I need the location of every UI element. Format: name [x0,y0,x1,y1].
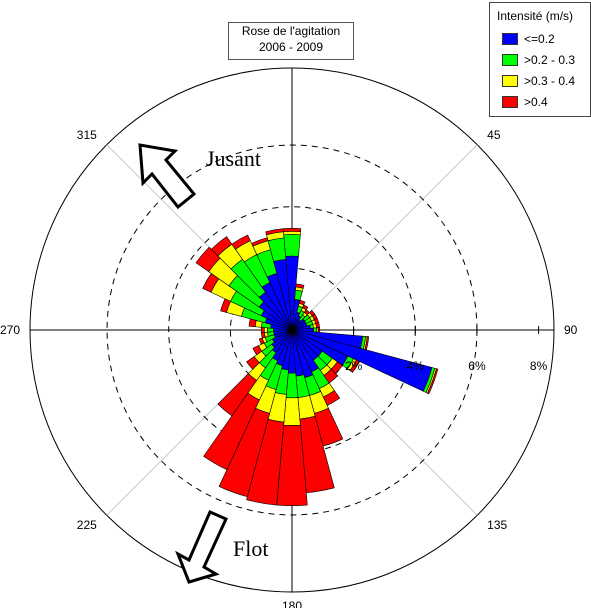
rose-bar-segment [313,327,317,333]
rose-bar-segment [302,304,309,311]
direction-label: 225 [77,518,97,532]
rose-bar-segment [260,332,266,339]
rose-bar-segment [217,373,258,417]
legend-swatch [502,96,518,108]
chart-title: Rose de l'agitation [241,24,341,38]
direction-label: 45 [487,128,501,142]
rose-bar-segment [349,359,360,373]
legend-swatch [502,33,518,45]
legend-label: >0.3 - 0.4 [524,74,576,88]
direction-label: 180 [282,599,302,608]
legend: Intensité (m/s) <=0.2 >0.2 - 0.3 >0.3 - … [489,2,591,117]
rose-bar-segment [252,345,263,356]
direction-label: 135 [487,518,507,532]
rose-bar-segment [246,418,285,506]
chart-subtitle: 2006 - 2009 [258,40,324,54]
flot-label: Flot [233,536,269,561]
rose-bar-segment [282,227,302,233]
rose-bar-segment [218,407,271,498]
rose-bar-segment [260,326,265,334]
rose-bar-segment [231,234,251,250]
radial-label: 4% [407,359,425,373]
rose-bar-segment [283,231,301,236]
direction-label: 315 [77,128,97,142]
rose-bar-segment [283,397,301,426]
legend-title: Intensité (m/s) [497,9,574,23]
legend-label: <=0.2 [524,32,555,46]
radial-label: 2% [345,359,363,373]
rose-bar-segment [283,234,301,257]
flow-arrows [138,143,228,584]
flot-arrow [175,510,228,584]
legend-label: >0.2 - 0.3 [524,53,576,67]
rose-bar-segment [210,236,233,257]
rose-bar-segment [315,322,320,329]
rose-bar-segment [195,246,221,273]
legend-label: >0.4 [524,95,548,109]
rose-bar-segment [258,337,265,345]
direction-label: 90 [564,323,578,337]
rose-bar-segment [295,283,305,289]
rose-bars [195,227,439,506]
rose-bar-segment [203,392,260,471]
rose-bar-segment [246,356,260,370]
radial-label: 6% [468,359,486,373]
spoke-line [291,144,478,331]
rose-bar-segment [263,327,268,333]
direction-label: 270 [0,323,20,337]
radial-label: 8% [530,359,548,373]
jusant-label: Jusant [206,146,261,171]
rose-bar-segment [427,368,439,395]
rose-bar-segment [298,299,306,306]
jusant-arrow [138,143,197,210]
rose-bar-segment [265,228,284,236]
legend-swatch [502,75,518,87]
axis-labels: 045901351802252703152%4%6%8% [0,47,578,608]
rose-bar-segment [317,327,321,333]
legend-swatch [502,54,518,66]
chart-title-box: Rose de l'agitation 2006 - 2009 [228,22,354,60]
rose-bar-segment [294,289,303,301]
